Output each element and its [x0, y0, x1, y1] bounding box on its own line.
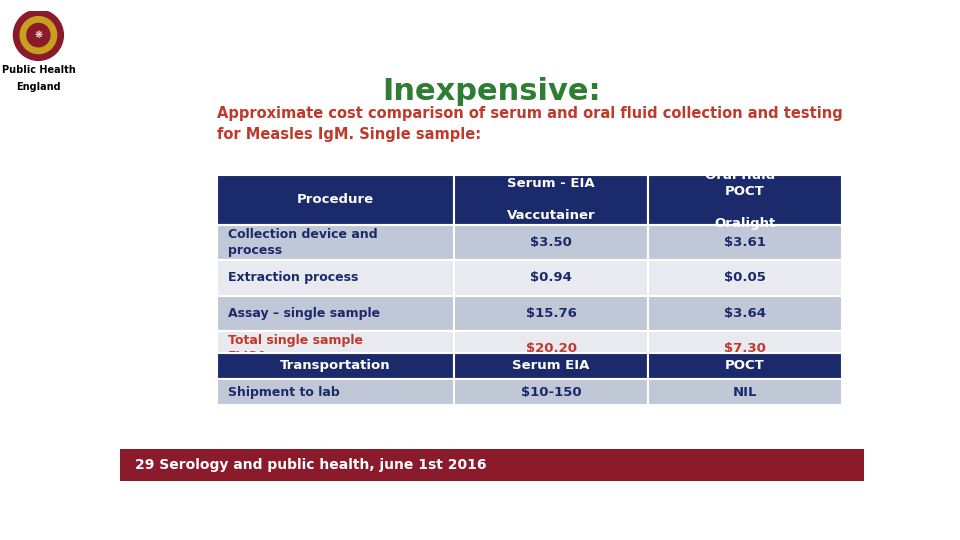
Text: England: England	[16, 82, 60, 92]
Text: Total (same-day) full
test: Total (same-day) full test	[228, 369, 372, 399]
Text: 29 Serology and public health, june 1st 2016: 29 Serology and public health, june 1st …	[134, 458, 487, 472]
Text: Serum - EIA

Vaccutainer: Serum - EIA Vaccutainer	[507, 178, 595, 222]
Circle shape	[20, 17, 57, 53]
Bar	[454, 225, 648, 260]
Text: $10-150: $10-150	[520, 386, 582, 399]
Text: POCT: POCT	[725, 360, 765, 373]
Bar	[454, 379, 648, 405]
Bar	[648, 260, 842, 295]
Bar	[217, 175, 454, 225]
Circle shape	[27, 23, 50, 47]
Bar	[454, 295, 648, 331]
Bar	[454, 353, 648, 379]
Text: Assay – single sample: Assay – single sample	[228, 307, 380, 320]
Text: Shipment to lab: Shipment to lab	[228, 386, 340, 399]
Text: $7.00: $7.00	[724, 377, 766, 390]
Bar	[120, 449, 864, 481]
Bar	[454, 331, 648, 366]
Text: Transportation: Transportation	[280, 360, 391, 373]
Bar	[648, 366, 842, 402]
Bar	[648, 353, 842, 379]
Text: $7.50: $7.50	[530, 377, 572, 390]
Bar	[217, 379, 454, 405]
Text: $7.30: $7.30	[724, 342, 766, 355]
Text: Approximate cost comparison of serum and oral fluid collection and testing
for M: Approximate cost comparison of serum and…	[217, 106, 843, 142]
Text: $20.20: $20.20	[525, 342, 577, 355]
Text: $3.50: $3.50	[530, 236, 572, 249]
Text: Inexpensive:: Inexpensive:	[383, 77, 601, 106]
Bar	[217, 366, 454, 402]
Text: $0.94: $0.94	[530, 272, 572, 285]
Bar	[217, 225, 454, 260]
Text: NIL: NIL	[732, 386, 757, 399]
Bar	[454, 366, 648, 402]
Text: Extraction process: Extraction process	[228, 272, 358, 285]
Bar	[648, 331, 842, 366]
Text: $0.05: $0.05	[724, 272, 766, 285]
Bar	[217, 295, 454, 331]
Text: Serum EIA: Serum EIA	[513, 360, 589, 373]
Text: $15.76: $15.76	[526, 307, 577, 320]
Text: Public Health: Public Health	[2, 65, 75, 75]
Bar	[648, 225, 842, 260]
Text: Oral fluid -
POCT

Oralight: Oral fluid - POCT Oralight	[705, 170, 785, 231]
Bar	[454, 175, 648, 225]
Bar	[217, 260, 454, 295]
Text: Collection device and
process: Collection device and process	[228, 228, 377, 257]
Bar	[217, 353, 454, 379]
Bar	[217, 331, 454, 366]
Bar	[648, 379, 842, 405]
Bar	[648, 295, 842, 331]
Bar	[454, 260, 648, 295]
Text: $3.64: $3.64	[724, 307, 766, 320]
Circle shape	[13, 10, 63, 60]
Text: Procedure: Procedure	[297, 193, 374, 206]
Bar	[648, 175, 842, 225]
Text: Total single sample
ELISA: Total single sample ELISA	[228, 334, 363, 363]
Text: ❋: ❋	[35, 30, 42, 40]
Text: $3.61: $3.61	[724, 236, 766, 249]
